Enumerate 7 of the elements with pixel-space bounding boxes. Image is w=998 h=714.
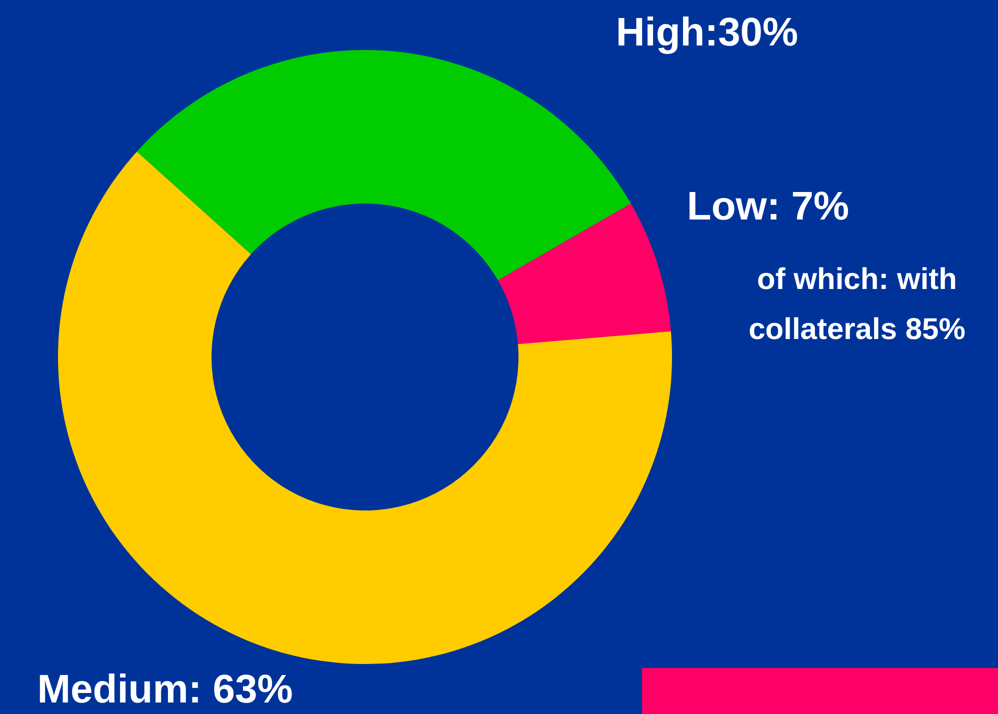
text: of which: with collaterals 85% [748,262,966,348]
data-label: : 63% [188,668,293,712]
slice-label: Low [686,184,767,228]
slice-label: High [616,10,705,54]
data-label: :30% [704,10,798,54]
data-label: : 7% [766,184,850,228]
slice-label: Medium [37,668,188,712]
